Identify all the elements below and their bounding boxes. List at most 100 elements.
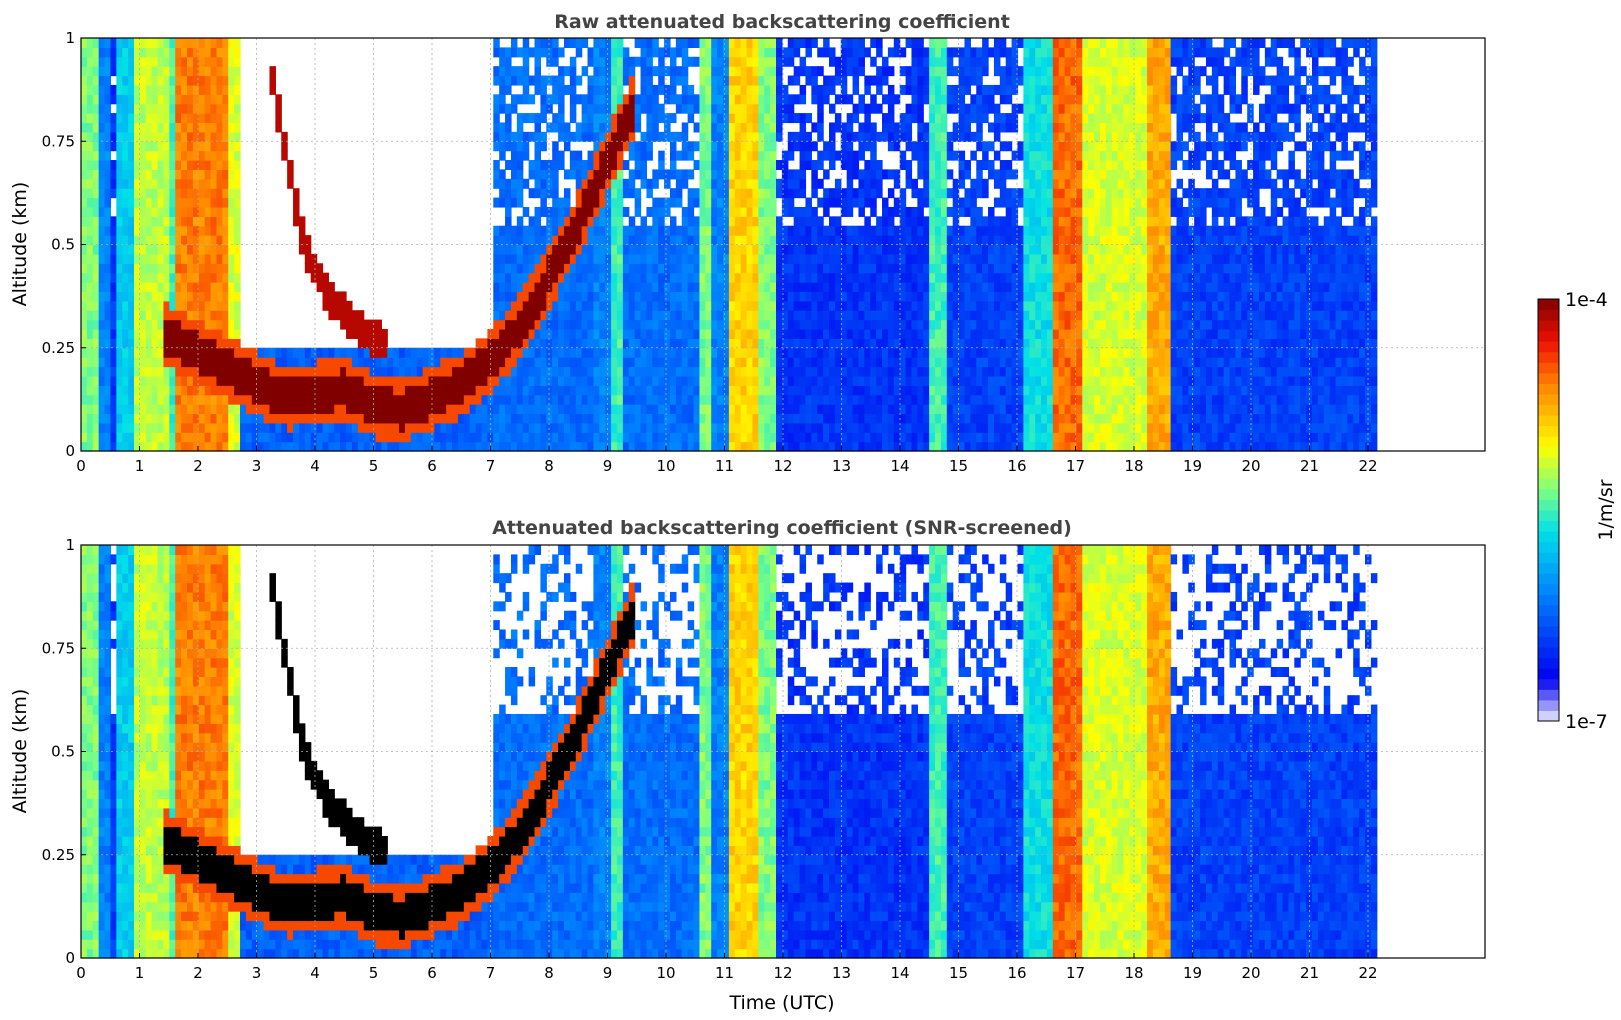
heatmap-cell — [187, 442, 193, 452]
heatmap-cell — [87, 188, 93, 198]
heatmap-cell — [163, 76, 169, 86]
heatmap-cell — [800, 395, 806, 405]
heatmap-cell — [511, 413, 517, 423]
heatmap-cell — [588, 395, 594, 405]
heatmap-cell — [476, 404, 482, 414]
heatmap-cell — [923, 432, 929, 442]
heatmap-cell — [152, 423, 158, 433]
heatmap-cell — [299, 348, 305, 358]
heatmap-cell — [163, 160, 169, 170]
heatmap-cell — [764, 226, 770, 236]
heatmap-cell — [788, 348, 794, 358]
heatmap-cell — [894, 357, 900, 367]
heatmap-cell — [635, 442, 641, 452]
heatmap-cell — [729, 160, 735, 170]
heatmap-cell — [764, 104, 770, 114]
heatmap-cell — [152, 357, 158, 367]
heatmap-cell — [858, 329, 864, 339]
heatmap-cell — [758, 132, 764, 142]
heatmap-cell — [317, 357, 323, 367]
heatmap-cell — [517, 367, 523, 377]
heatmap-cell — [941, 245, 947, 255]
heatmap-cell — [205, 329, 211, 339]
heatmap-cell — [328, 367, 334, 377]
heatmap-cell — [617, 104, 623, 114]
heatmap-cell — [470, 395, 476, 405]
heatmap-cell — [234, 66, 240, 76]
heatmap-cell — [93, 329, 99, 339]
heatmap-cell — [588, 235, 594, 245]
heatmap-cell — [99, 245, 105, 255]
heatmap-cell — [222, 367, 228, 377]
heatmap-cell — [529, 282, 535, 292]
heatmap-cell — [258, 442, 264, 452]
heatmap-cell — [682, 57, 688, 67]
heatmap-cell — [682, 432, 688, 442]
heatmap-cell — [576, 245, 582, 255]
heatmap-cell — [122, 151, 128, 161]
heatmap-cell — [882, 76, 888, 86]
heatmap-cell — [140, 348, 146, 358]
heatmap-cell — [105, 113, 111, 123]
heatmap-cell — [817, 376, 823, 386]
heatmap-cell — [800, 367, 806, 377]
heatmap-cell — [970, 104, 976, 114]
heatmap-cell — [599, 432, 605, 442]
heatmap-cell — [146, 357, 152, 367]
heatmap-cell — [941, 273, 947, 283]
heatmap-cell — [741, 442, 747, 452]
heatmap-cell — [264, 413, 270, 423]
heatmap-cell — [888, 122, 894, 132]
heatmap-cell — [264, 385, 270, 395]
heatmap-cell — [434, 357, 440, 367]
heatmap-cell — [735, 376, 741, 386]
heatmap-cell — [617, 413, 623, 423]
heatmap-cell — [670, 226, 676, 236]
heatmap-cell — [817, 94, 823, 104]
heatmap-cell — [676, 329, 682, 339]
heatmap-cell — [163, 357, 169, 367]
heatmap-cell — [976, 122, 982, 132]
heatmap-cell — [158, 216, 164, 226]
heatmap-cell — [611, 273, 617, 283]
heatmap-cell — [175, 132, 181, 142]
heatmap-cell — [741, 348, 747, 358]
heatmap-cell — [629, 66, 635, 76]
heatmap-cell — [794, 132, 800, 142]
heatmap-cell — [558, 357, 564, 367]
heatmap-cell — [717, 122, 723, 132]
heatmap-cell — [464, 348, 470, 358]
heatmap-cell — [646, 338, 652, 348]
heatmap-cell — [864, 104, 870, 114]
heatmap-cell — [529, 395, 535, 405]
heatmap-cell — [776, 413, 782, 423]
heatmap-cell — [970, 329, 976, 339]
heatmap-cell — [234, 132, 240, 142]
heatmap-cell — [393, 385, 399, 395]
heatmap-cell — [747, 282, 753, 292]
heatmap-cell — [764, 57, 770, 67]
heatmap-cell — [876, 66, 882, 76]
heatmap-cell — [699, 226, 705, 236]
heatmap-cell — [705, 141, 711, 151]
heatmap-cell — [747, 38, 753, 48]
heatmap-cell — [181, 38, 187, 48]
heatmap-cell — [858, 169, 864, 179]
heatmap-cell — [175, 141, 181, 151]
heatmap-cell — [340, 404, 346, 414]
heatmap-cell — [935, 226, 941, 236]
heatmap-cell — [688, 273, 694, 283]
heatmap-cell — [829, 141, 835, 151]
heatmap-cell — [529, 385, 535, 395]
heatmap-cell — [617, 235, 623, 245]
heatmap-cell — [582, 432, 588, 442]
heatmap-cell — [676, 282, 682, 292]
heatmap-cell — [605, 348, 611, 358]
heatmap-cell — [711, 310, 717, 320]
heatmap-cell — [163, 254, 169, 264]
heatmap-cell — [81, 160, 87, 170]
heatmap-cell — [258, 385, 264, 395]
heatmap-cell — [923, 367, 929, 377]
heatmap-cell — [105, 423, 111, 433]
heatmap-cell — [529, 47, 535, 57]
